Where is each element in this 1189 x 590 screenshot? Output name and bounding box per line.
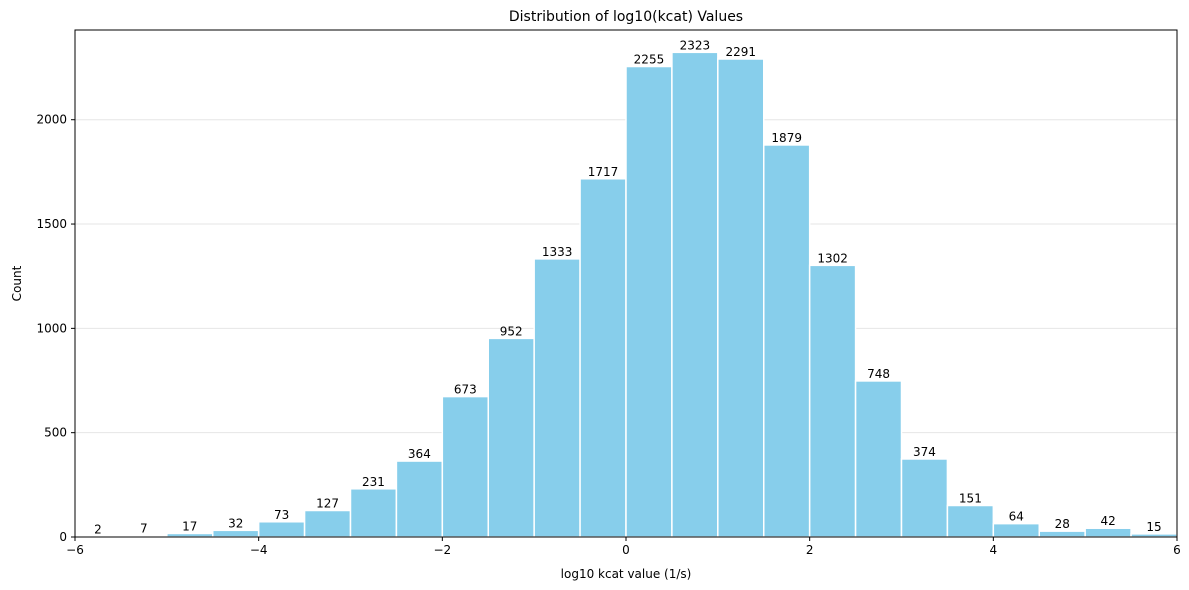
histogram-bar [579,178,627,538]
x-tick-label: 6 [1173,543,1181,557]
y-tick-label: 1500 [36,217,67,231]
bar-value-label: 32 [228,516,243,530]
histogram-bar [441,395,490,538]
bar-value-label: 2 [94,523,102,537]
histogram-bar [533,258,581,538]
data-labels: 2 7 17 32 73 127 231 364 673 952 1333 1717 2255 2323 2… [94,38,1162,536]
y-tick-label: 1000 [36,321,67,335]
x-tick-label: −4 [250,543,268,557]
y-tick-label: 0 [59,530,67,544]
y-tick-label: 2000 [36,113,67,127]
y-axis-ticks: 0 500 1000 1500 2000 [36,113,75,544]
bars [74,51,1178,538]
bar-value-label: 151 [959,491,982,505]
histogram-bar [395,460,444,538]
histogram-bar [1084,527,1132,538]
bar-value-label: 231 [362,475,385,489]
x-axis-label: log10 kcat value (1/s) [561,567,692,581]
bar-value-label: 2291 [726,45,757,59]
histogram-bar [625,65,673,538]
x-tick-label: 4 [990,543,998,557]
bar-value-label: 2323 [680,38,711,52]
x-axis-ticks: −6 −4 −2 0 2 4 6 [66,537,1181,557]
histogram-bar [349,488,398,538]
histogram-bar [212,529,260,538]
histogram-bar [763,144,811,538]
bar-value-label: 15 [1146,520,1161,534]
bar-value-label: 748 [867,367,890,381]
bar-value-label: 1717 [588,165,619,179]
bar-value-label: 127 [316,497,339,511]
histogram-bar [671,51,719,538]
histogram-bar [303,509,352,538]
histogram-bar [900,458,949,538]
histogram-bar [854,380,903,538]
bar-value-label: 73 [274,508,289,522]
x-tick-label: 2 [806,543,814,557]
bar-value-label: 2255 [634,53,665,67]
x-tick-label: −6 [66,543,84,557]
bar-value-label: 28 [1055,517,1070,531]
bar-value-label: 7 [140,522,148,536]
histogram-bar [1038,530,1086,538]
bar-value-label: 952 [500,324,523,338]
x-tick-label: 0 [622,543,630,557]
bar-value-label: 1879 [771,131,802,145]
histogram-bar [946,504,995,538]
chart-title: Distribution of log10(kcat) Values [509,9,743,25]
histogram-bar [808,264,857,538]
bar-value-label: 17 [182,519,197,533]
bar-value-label: 64 [1009,510,1024,524]
bar-value-label: 374 [913,445,936,459]
bar-value-label: 1302 [817,251,848,265]
bar-value-label: 364 [408,447,431,461]
histogram-bar [487,337,535,538]
bar-value-label: 673 [454,383,477,397]
histogram-bar [717,58,765,538]
x-tick-label: −2 [433,543,451,557]
y-axis-label: Count [10,265,24,301]
histogram-bar [992,522,1040,538]
bar-value-label: 1333 [542,245,573,259]
histogram-bar [257,521,306,538]
y-tick-label: 500 [44,426,67,440]
bar-value-label: 42 [1100,514,1115,528]
histogram-bar [166,532,214,538]
